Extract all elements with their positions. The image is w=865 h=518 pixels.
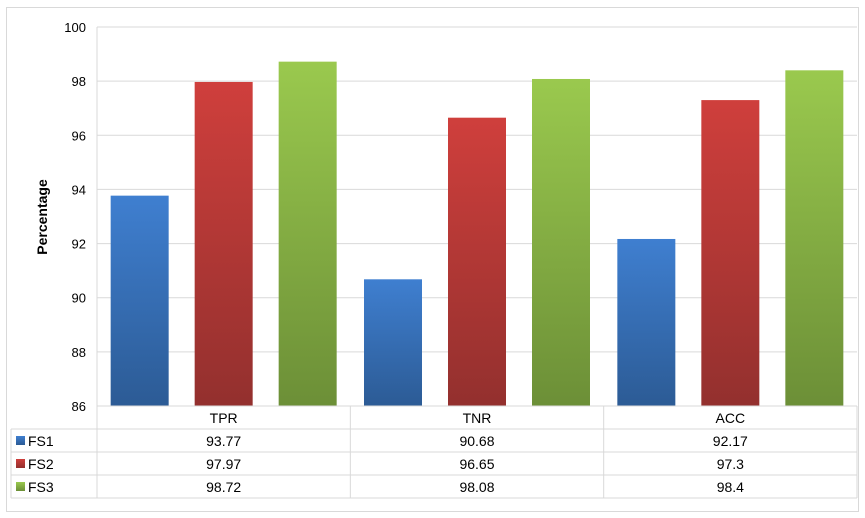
y-tick-label: 94 bbox=[72, 182, 86, 197]
data-label: 96.65 bbox=[459, 456, 494, 472]
bar-fs3-acc bbox=[785, 70, 844, 407]
legend-key-fs3 bbox=[16, 482, 25, 491]
data-label: 98.4 bbox=[717, 479, 744, 495]
bar-fs2-tnr bbox=[448, 117, 506, 407]
y-tick-label: 86 bbox=[72, 399, 86, 414]
y-axis: 86 88 90 92 94 96 98 100 bbox=[64, 20, 98, 414]
legend-key-fs1 bbox=[16, 436, 25, 445]
legend-key-fs2 bbox=[16, 459, 25, 468]
bar-fs2-tpr bbox=[194, 81, 253, 406]
bar-fs1-acc bbox=[617, 238, 676, 406]
bar-fs3-tnr bbox=[532, 78, 590, 406]
bar-fs2-acc bbox=[701, 100, 760, 406]
y-tick-label: 98 bbox=[72, 74, 86, 89]
x-category-label: ACC bbox=[716, 410, 746, 426]
bars bbox=[110, 61, 844, 407]
legend-label-fs2: FS2 bbox=[28, 456, 54, 472]
legend-label-fs1: FS1 bbox=[28, 433, 54, 449]
x-category-label: TPR bbox=[210, 410, 238, 426]
x-category-label: TNR bbox=[463, 410, 492, 426]
data-label: 93.77 bbox=[206, 433, 241, 449]
bar-fs1-tpr bbox=[110, 195, 169, 406]
y-tick-label: 92 bbox=[72, 237, 86, 252]
data-label: 92.17 bbox=[713, 433, 748, 449]
y-tick-label: 88 bbox=[72, 345, 86, 360]
legend-label-fs3: FS3 bbox=[28, 479, 54, 495]
data-label: 97.97 bbox=[206, 456, 241, 472]
bar-fs1-tnr bbox=[364, 279, 422, 406]
y-tick-label: 96 bbox=[72, 128, 86, 143]
bar-fs3-tpr bbox=[278, 61, 337, 406]
y-axis-label: Percentage bbox=[34, 179, 50, 255]
data-label: 98.72 bbox=[206, 479, 241, 495]
chart-frame bbox=[6, 7, 859, 512]
data-label: 98.08 bbox=[459, 479, 494, 495]
y-tick-label: 90 bbox=[72, 291, 86, 306]
y-tick-label: 100 bbox=[64, 20, 86, 35]
data-table: TPR TNR ACC FS1 93.77 90.68 92.17 FS2 97.97 96.65… bbox=[10, 405, 858, 499]
data-label: 97.3 bbox=[717, 456, 744, 472]
data-label: 90.68 bbox=[459, 433, 494, 449]
